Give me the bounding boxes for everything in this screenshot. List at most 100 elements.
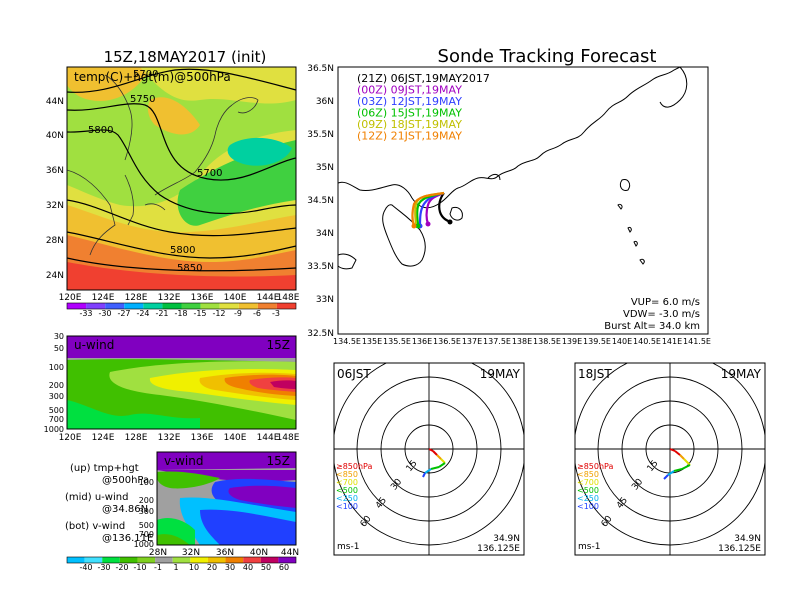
lat-tick: 35N	[316, 163, 334, 173]
polar-lon: 136.125E	[718, 544, 761, 554]
hodograph-segment	[663, 474, 669, 480]
colorbar-swatch	[181, 303, 201, 309]
colorbar-swatch	[67, 557, 85, 563]
map-temperature-field	[67, 67, 296, 290]
level-legend-entry: <500	[336, 486, 358, 495]
contour-label: 5700	[197, 168, 222, 179]
colorbar-swatch	[137, 557, 156, 563]
colorbar-tick: 40	[243, 563, 253, 572]
lon-tick: 128E	[125, 433, 148, 443]
hodograph-segment	[673, 468, 683, 472]
uwind-x-ticks: 120E 124E 128E 132E 136E 140E 144E 148E	[59, 433, 300, 443]
track-lat-ticks: 36.5N 36N 35.5N 35N 34.5N 34N 33.5N 33N …	[307, 64, 334, 339]
lon-tick: 137E	[462, 337, 482, 346]
colorbar-swatch	[200, 303, 220, 309]
track-frame	[337, 66, 709, 335]
lon-tick: 138.5E	[533, 337, 561, 346]
level-legend-entry: <250	[577, 494, 599, 503]
hodograph-segment	[667, 470, 675, 476]
hodograph-segment	[669, 448, 676, 452]
map-title: 15Z,18MAY2017 (init)	[104, 48, 267, 66]
pressure-tick: 700	[49, 415, 64, 424]
lat-tick: 33N	[316, 295, 334, 305]
level-legend-entry: <100	[336, 502, 358, 511]
colorbar-tick: -27	[117, 309, 130, 318]
colorbar-tick: -9	[234, 309, 242, 318]
note-mid: (mid) u-wind	[65, 492, 128, 503]
colorbar-tick: -15	[193, 309, 206, 318]
colorbar-swatch	[260, 557, 279, 563]
colorbar-tick: -30	[98, 309, 111, 318]
lon-tick: 140E	[612, 337, 632, 346]
wind-colorbar-ticks: -40 -30 -20 -10 -1 1 10 20 30 40 50 60	[79, 563, 289, 572]
lon-tick: 135.5E	[383, 337, 411, 346]
legend-entry: (06Z) 15JST,19MAY	[357, 107, 462, 120]
colorbar-swatch	[119, 557, 138, 563]
vwind-field	[157, 452, 296, 545]
colorbar-swatch	[124, 303, 144, 309]
map-lon-ticks: 120E 124E 128E 132E 136E 140E 144E 148E	[59, 293, 300, 303]
lon-tick: 141.5E	[683, 337, 711, 346]
lon-tick: 139E	[562, 337, 582, 346]
level-legend-entry: <700	[336, 478, 358, 487]
legend-entry: (21Z) 06JST,19MAY2017	[357, 72, 490, 85]
level-legend-entry: <700	[577, 478, 599, 487]
contour-label: 5750	[130, 94, 155, 105]
uwind-label: u-wind	[74, 338, 114, 352]
level-legend-entry: <850	[336, 470, 358, 479]
hodograph-segment	[422, 472, 426, 478]
legend-entry: (00Z) 09JST,19MAY	[357, 84, 462, 97]
panel-notes: (up) tmp+hgt @500hPa (mid) u-wind @34.86…	[65, 463, 153, 544]
polar-lat: 34.9N	[493, 534, 520, 544]
track-parameters: VUP= 6.0 m/s VDW= -3.0 m/s Burst Alt= 34…	[604, 297, 700, 332]
polar-unit: ms-1	[337, 542, 359, 552]
map-contour-labels: 5700 5750 5800 5700 5800 5850	[88, 69, 222, 274]
lon-tick: 148E	[277, 433, 300, 443]
track-legend: (21Z) 06JST,19MAY2017(00Z) 09JST,19MAY (0…	[357, 72, 490, 143]
lat-tick: 40N	[46, 131, 64, 141]
hodograph-segment	[424, 468, 432, 474]
level-legend-entry: <100	[577, 502, 599, 511]
lon-tick: 120E	[59, 293, 82, 303]
track-21z	[438, 192, 451, 223]
lon-tick: 140E	[224, 433, 247, 443]
hodograph-segment	[436, 454, 442, 460]
lon-tick: 140E	[224, 293, 247, 303]
note-mid-level: @34.86N	[102, 504, 148, 515]
colorbar-swatch	[155, 557, 173, 563]
wind-colorbar	[66, 556, 297, 564]
temperature-colorbar-ticks: -33 -30 -27 -24 -21 -18 -15 -12 -9 -6 -3	[79, 309, 280, 318]
polar-date: 19MAY	[721, 367, 762, 381]
lat-tick: 28N	[149, 548, 167, 558]
note-up: (up) tmp+hgt	[70, 463, 139, 474]
lat-tick: 34.5N	[307, 196, 334, 206]
polar-panel-right: 15304560≥850hPa<850<700<500<250<10018JST…	[574, 362, 766, 556]
colorbar-tick: -1	[154, 563, 162, 572]
hodograph-segment	[430, 466, 440, 470]
hodograph-segment	[679, 454, 685, 460]
polar-unit: ms-1	[578, 542, 600, 552]
track-12z	[411, 191, 445, 227]
colorbar-swatch	[172, 557, 191, 563]
colorbar-swatch	[190, 557, 208, 563]
pressure-tick: 500	[49, 406, 64, 415]
colorbar-swatch	[257, 303, 277, 309]
lon-tick: 136.5E	[433, 337, 461, 346]
colorbar-swatch	[238, 303, 258, 309]
lat-tick: 36N	[316, 97, 334, 107]
lon-tick: 141E	[662, 337, 682, 346]
pressure-tick: 300	[49, 392, 64, 401]
uwind-time: 15Z	[267, 338, 291, 352]
lon-tick: 128E	[125, 293, 148, 303]
hodograph-segment	[432, 450, 438, 456]
contour-label: 5850	[177, 263, 202, 274]
lon-tick: 132E	[158, 433, 181, 443]
colorbar-swatch	[67, 303, 87, 309]
legend-entry: (09Z) 18JST,19MAY	[357, 118, 462, 131]
vwind-frame	[156, 451, 297, 546]
map-lat-ticks: 44N 40N 36N 32N 28N 24N	[46, 97, 64, 281]
pressure-tick: 200	[139, 496, 154, 505]
vwind-y-ticks: 100 200 300 500 700 1000	[134, 478, 154, 549]
pressure-tick: 200	[49, 381, 64, 390]
